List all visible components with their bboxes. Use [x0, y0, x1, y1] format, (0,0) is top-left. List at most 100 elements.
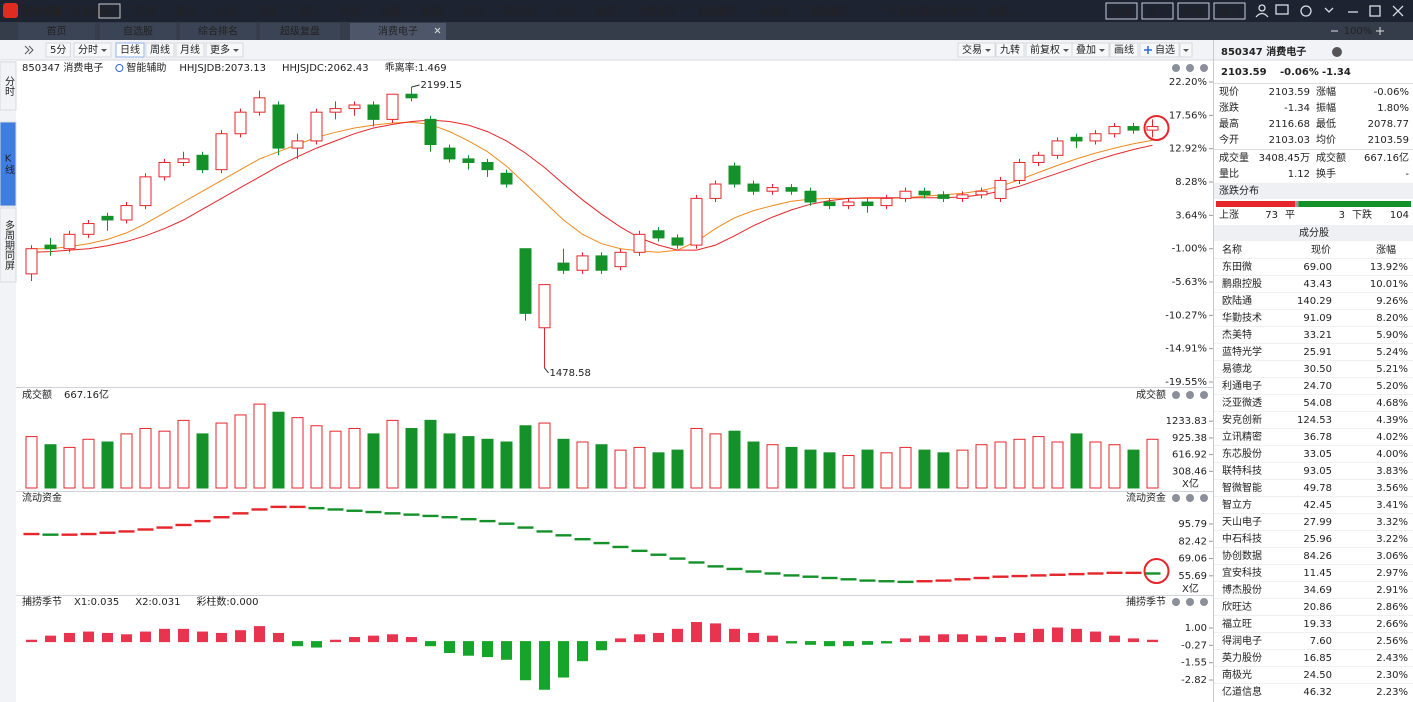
stock-price[interactable]: 42.45: [1303, 500, 1332, 511]
notice[interactable]: 个股有游资进场拉升，速看...: [888, 5, 1018, 18]
stock-name[interactable]: 福立旺: [1222, 617, 1252, 630]
stock-name[interactable]: 鹏鼎控股: [1222, 277, 1262, 290]
toolbar-button-box[interactable]: [1139, 42, 1180, 58]
menu-button-box[interactable]: [1105, 2, 1138, 20]
stock-change[interactable]: 4.00%: [1376, 449, 1408, 460]
stock-change[interactable]: 2.23%: [1376, 687, 1408, 698]
toolbar-button[interactable]: 周线: [150, 43, 170, 56]
tab-label[interactable]: 首页: [47, 25, 67, 38]
toolbar-button-box[interactable]: [45, 42, 71, 58]
menu-button-box[interactable]: [1141, 2, 1174, 20]
stock-price[interactable]: 24.50: [1303, 670, 1332, 681]
tab-close[interactable]: [434, 27, 441, 34]
toolbar-button-box[interactable]: [1109, 42, 1139, 58]
tab-label[interactable]: 自选股: [123, 25, 153, 38]
stock-name[interactable]: 泛亚微透: [1222, 396, 1262, 409]
assist[interactable]: 智能辅助: [126, 61, 166, 74]
stock-price[interactable]: 20.86: [1303, 602, 1332, 613]
stock-name[interactable]: 易德龙: [1222, 362, 1252, 375]
menu-item[interactable]: 数据: [422, 5, 442, 18]
menu-item[interactable]: 短打: [299, 5, 319, 18]
stock-name[interactable]: 东芯股份: [1222, 447, 1262, 460]
maximize-icon[interactable]: [1369, 5, 1381, 17]
stock-name[interactable]: 利通电子: [1222, 379, 1262, 392]
stock-price[interactable]: 69.00: [1303, 262, 1332, 273]
toolbar-button[interactable]: 5分: [50, 44, 66, 56]
pane-icon[interactable]: [1186, 391, 1194, 399]
stock-price[interactable]: 33.05: [1303, 449, 1332, 460]
menu-item[interactable]: 研究院: [504, 5, 534, 18]
menu-item[interactable]: 行情: [135, 5, 155, 18]
stock-change[interactable]: 2.91%: [1376, 585, 1408, 596]
menu-button[interactable]: 圈子: [1220, 6, 1240, 18]
stock-change[interactable]: 4.39%: [1376, 415, 1408, 426]
settings-icon[interactable]: [1300, 5, 1312, 17]
stock-change[interactable]: 2.66%: [1376, 619, 1408, 630]
user-icon[interactable]: [1258, 4, 1266, 12]
menu-button-box[interactable]: [1177, 2, 1210, 20]
stock-price[interactable]: 93.05: [1303, 466, 1332, 477]
stock-change[interactable]: 5.24%: [1376, 347, 1408, 358]
stock-name[interactable]: 联特科技: [1222, 464, 1262, 477]
menu-button[interactable]: 宝箱: [1112, 5, 1132, 18]
tab[interactable]: [260, 23, 340, 40]
toolbar-button[interactable]: 日线: [120, 43, 140, 56]
menu-icon[interactable]: [1324, 7, 1334, 13]
stock-name[interactable]: 杰美特: [1222, 328, 1252, 341]
stock-price[interactable]: 124.53: [1297, 415, 1332, 426]
menu-item[interactable]: 选股: [258, 5, 278, 18]
stock-change[interactable]: 13.92%: [1370, 262, 1408, 273]
menu-item[interactable]: 舆情猎手: [698, 5, 738, 18]
toolbar-button[interactable]: 月线: [180, 43, 200, 56]
pane-icon[interactable]: [1186, 494, 1194, 502]
info-icon[interactable]: [1332, 47, 1342, 57]
toolbar-button[interactable]: 更多: [210, 43, 230, 56]
stock-price[interactable]: 30.50: [1303, 364, 1332, 375]
menu-button[interactable]: 学习: [1148, 5, 1168, 18]
menu-item[interactable]: 价投: [381, 5, 401, 18]
toolbar-button-box[interactable]: [205, 42, 244, 58]
tab[interactable]: [350, 23, 446, 40]
menu-item[interactable]: 增值: [596, 5, 616, 18]
toolbar-button-box[interactable]: [145, 42, 175, 58]
stock-name[interactable]: 欧陆通: [1222, 294, 1252, 307]
stock-price[interactable]: 19.33: [1303, 619, 1332, 630]
stock-change[interactable]: 2.43%: [1376, 653, 1408, 664]
stock-change[interactable]: 4.68%: [1376, 398, 1408, 409]
toolbar-button-box[interactable]: [175, 42, 205, 58]
pane-icon[interactable]: [1172, 598, 1180, 606]
stock-name[interactable]: 协创数据: [1222, 549, 1262, 562]
stock-price[interactable]: 43.43: [1303, 279, 1332, 290]
menu-item[interactable]: 大盘: [217, 5, 237, 18]
zoom-plus[interactable]: [1376, 27, 1384, 35]
side-tab-label[interactable]: K线: [3, 154, 15, 175]
stock-price[interactable]: 7.60: [1310, 636, 1332, 647]
stock-change[interactable]: 5.90%: [1376, 330, 1408, 341]
menu-item[interactable]: 机构: [340, 5, 360, 18]
assist-icon[interactable]: [115, 64, 124, 72]
stock-price[interactable]: 16.85: [1303, 653, 1332, 664]
stock-price[interactable]: 34.69: [1303, 585, 1332, 596]
side-tab[interactable]: [0, 207, 17, 283]
tab-label[interactable]: 超级复盘: [280, 25, 320, 38]
stock-change[interactable]: 9.26%: [1376, 296, 1408, 307]
stock-price[interactable]: 54.08: [1303, 398, 1332, 409]
stock-price[interactable]: 27.99: [1303, 517, 1332, 528]
stock-price[interactable]: 140.29: [1297, 296, 1332, 307]
expand-icon[interactable]: [24, 45, 34, 55]
stock-name[interactable]: 得润电子: [1222, 634, 1262, 647]
menu-item[interactable]: AI猎手: [759, 5, 789, 18]
pane-icon[interactable]: [1200, 494, 1208, 502]
stock-name[interactable]: 立讯精密: [1222, 430, 1262, 443]
stock-change[interactable]: 5.20%: [1376, 381, 1408, 392]
stock-change[interactable]: 3.83%: [1376, 466, 1408, 477]
stock-price[interactable]: 25.91: [1303, 347, 1332, 358]
stock-name[interactable]: 华勤技术: [1222, 311, 1262, 324]
menu-button[interactable]: 社群: [1184, 5, 1204, 18]
stock-name[interactable]: 英力股份: [1222, 651, 1262, 664]
menu-item[interactable]: 交易: [555, 5, 575, 18]
toolbar-button-box[interactable]: [957, 42, 996, 58]
mail-icon[interactable]: [1275, 4, 1289, 15]
column-header[interactable]: 名称: [1222, 243, 1242, 256]
stock-price[interactable]: 25.96: [1303, 534, 1332, 545]
